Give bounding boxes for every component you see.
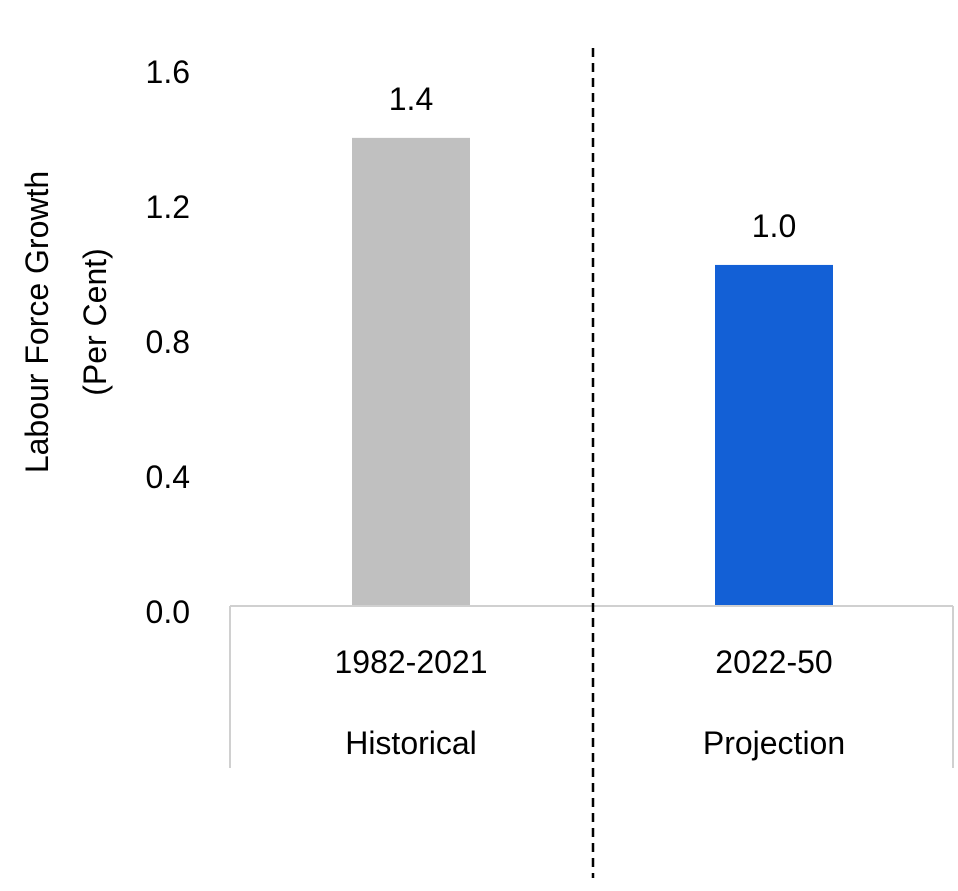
category-label-2022-50: 2022-50 xyxy=(715,644,832,680)
y-axis-title-line-1: Labour Force Growth xyxy=(19,171,55,473)
group-label-projection: Projection xyxy=(703,725,845,761)
y-tick-label: 1.2 xyxy=(146,189,190,225)
y-tick-label: 0.8 xyxy=(146,324,190,360)
data-label-projection: 1.0 xyxy=(752,208,796,244)
category-label-1982-2021: 1982-2021 xyxy=(334,644,487,680)
data-label-historical: 1.4 xyxy=(389,81,433,117)
group-label-historical: Historical xyxy=(345,725,477,761)
y-tick-label: 0.4 xyxy=(146,459,190,495)
x-axis-labels: 1982-2021 Historical 2022-50 Projection xyxy=(334,644,845,761)
y-axis-title: Labour Force Growth (Per Cent) xyxy=(19,171,113,473)
bar-projection xyxy=(715,264,833,606)
bars: 1.4 1.0 xyxy=(352,81,833,606)
y-axis-title-line-2: (Per Cent) xyxy=(77,248,113,396)
y-axis-ticks: 1.6 1.2 0.8 0.4 0.0 xyxy=(146,54,190,630)
y-tick-label: 1.6 xyxy=(146,54,190,90)
bar-historical xyxy=(352,137,470,606)
y-tick-label: 0.0 xyxy=(146,594,190,630)
category-table xyxy=(229,605,954,768)
